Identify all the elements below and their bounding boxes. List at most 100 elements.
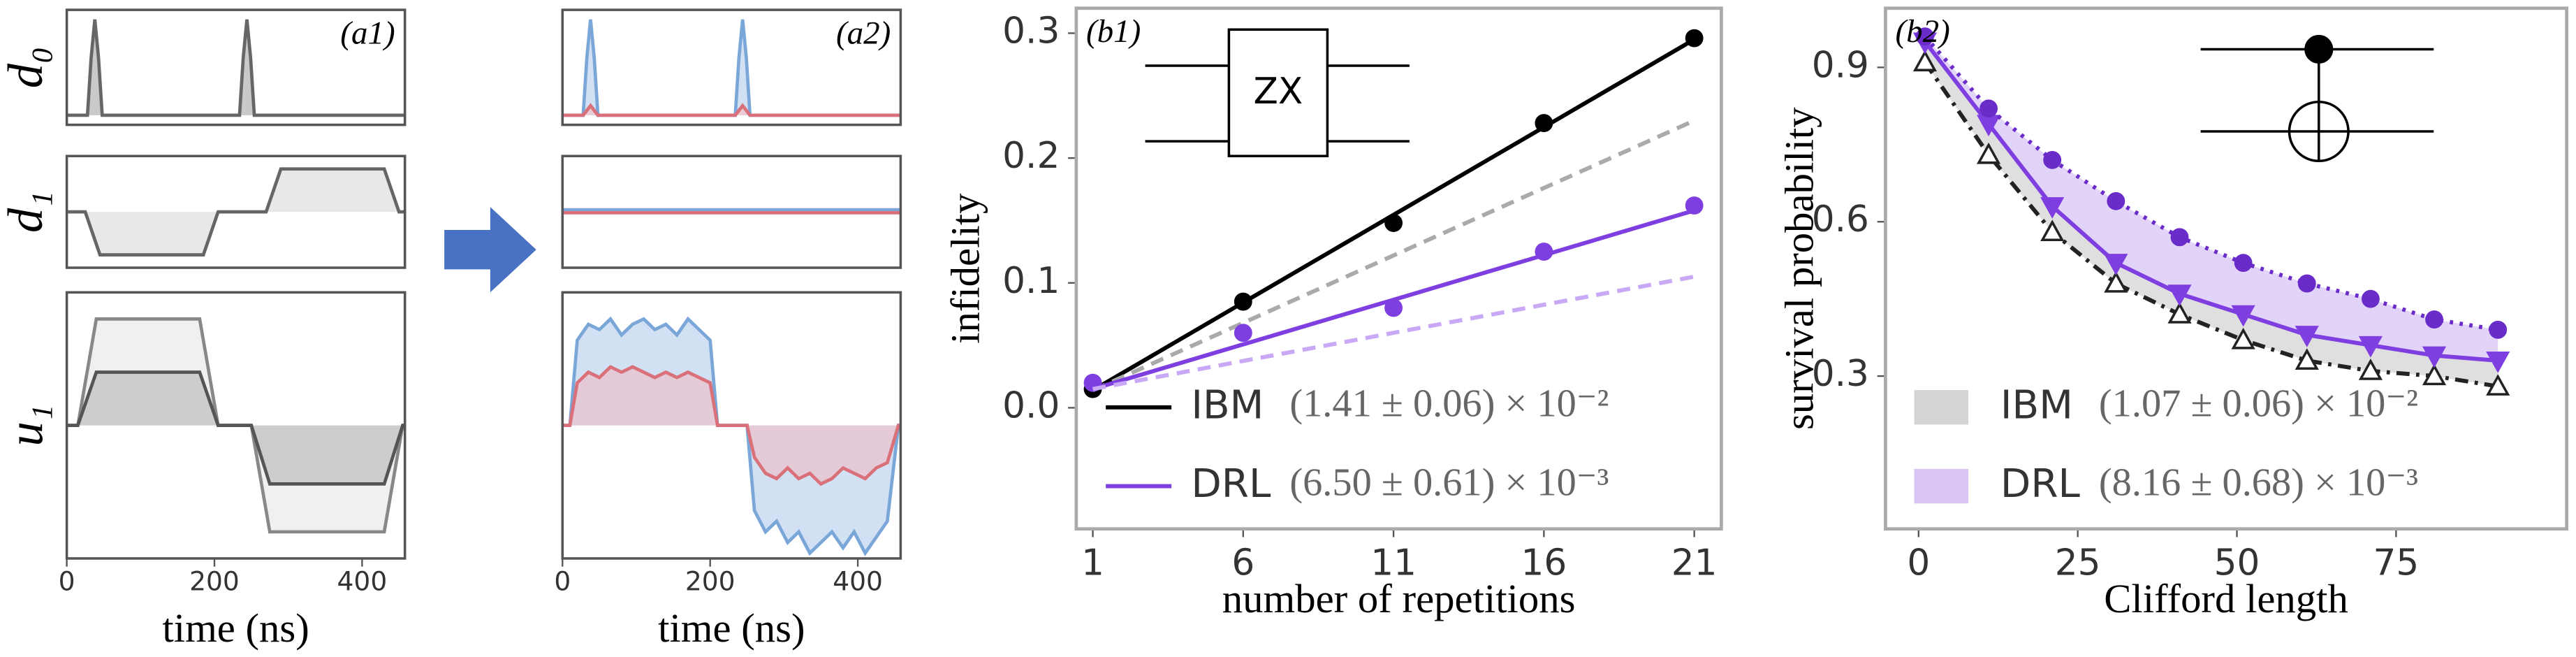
marker xyxy=(2422,363,2447,386)
x-tick-label: 21 xyxy=(1671,542,1718,584)
arrow xyxy=(444,207,536,293)
x-tick-label: 200 xyxy=(685,566,736,597)
y-tick-label: 0.9 xyxy=(1812,44,1869,86)
marker xyxy=(2167,302,2192,324)
panel-label: (a2) xyxy=(836,15,891,51)
plot-frame xyxy=(561,291,902,560)
y-tick-label: 0.3 xyxy=(1812,353,1869,395)
series-line xyxy=(1923,35,2498,332)
panel-label: (a1) xyxy=(340,15,395,51)
y-axis-label: d₀ xyxy=(0,46,53,88)
legend-label: IBM xyxy=(1191,382,1264,428)
zx-inset xyxy=(1145,28,1410,158)
marker xyxy=(2107,192,2125,210)
x-tick-label: 400 xyxy=(833,566,883,597)
x-axis-label: time (ns) xyxy=(658,605,805,651)
area xyxy=(66,372,405,484)
y-axis-label: u₁ xyxy=(0,405,53,447)
marker xyxy=(2170,228,2189,247)
plot-frame xyxy=(1074,6,1723,531)
inset-label: ZX xyxy=(1253,71,1303,113)
marker xyxy=(2231,327,2255,349)
x-tick-label: 50 xyxy=(2214,542,2260,584)
legend-annotation: (8.16 ± 0.68) × 10⁻³ xyxy=(2099,461,2418,505)
marker xyxy=(2297,274,2316,293)
marker xyxy=(2489,320,2508,339)
marker xyxy=(2358,335,2383,358)
band xyxy=(1924,36,2498,361)
x-tick-label: 400 xyxy=(337,566,388,597)
marker xyxy=(2295,326,2319,347)
series-line xyxy=(562,365,901,486)
series-line xyxy=(1092,274,1695,391)
marker xyxy=(2425,310,2443,329)
marker xyxy=(2486,351,2510,373)
x-tick-label: 25 xyxy=(2055,542,2101,584)
plot-frame xyxy=(561,8,902,127)
legend-label: DRL xyxy=(1191,461,1271,507)
series-line xyxy=(562,103,901,117)
marker xyxy=(2231,305,2255,327)
legend-label: DRL xyxy=(2000,461,2081,507)
x-tick-label: 75 xyxy=(2373,542,2419,584)
legend-patch xyxy=(1914,468,1969,504)
area xyxy=(66,168,405,255)
marker xyxy=(1976,142,2001,164)
y-tick-label: 0.1 xyxy=(1002,260,1060,302)
marker xyxy=(1915,27,1934,46)
plot-frame xyxy=(1884,6,2568,531)
marker xyxy=(2043,150,2062,169)
y-axis-label: infidelity xyxy=(943,193,988,344)
plot-frame xyxy=(65,8,407,127)
legend-label: IBM xyxy=(2000,382,2073,428)
legend-annotation: (6.50 ± 0.61) × 10⁻³ xyxy=(1289,461,1609,505)
marker xyxy=(2361,289,2380,308)
marker xyxy=(2104,270,2128,293)
plot-frame xyxy=(65,154,407,269)
marker xyxy=(1234,324,1252,342)
marker xyxy=(2422,346,2447,368)
legend-annotation: (1.07 ± 0.06) × 10⁻² xyxy=(2099,382,2418,426)
marker xyxy=(2234,254,2253,273)
x-axis-label: Clifford length xyxy=(2104,576,2348,621)
marker xyxy=(1912,50,1938,72)
series-line xyxy=(1092,208,1695,391)
marker xyxy=(2358,358,2383,380)
marker xyxy=(1979,99,1998,118)
y-axis-label: survival probability xyxy=(1776,107,1822,430)
x-tick-label: 0 xyxy=(1907,542,1930,584)
marker xyxy=(2167,284,2192,307)
y-tick-label: 0.6 xyxy=(1812,198,1869,240)
x-tick-label: 1 xyxy=(1081,542,1104,584)
plot-frame xyxy=(561,154,902,269)
x-tick-label: 0 xyxy=(59,566,75,597)
x-tick-label: 0 xyxy=(554,566,571,597)
x-axis-label: time (ns) xyxy=(162,605,309,651)
x-tick-label: 6 xyxy=(1231,542,1254,584)
x-tick-label: 11 xyxy=(1370,542,1417,584)
marker xyxy=(2295,348,2319,370)
x-axis-label: number of repetitions xyxy=(1222,576,1576,621)
series-line xyxy=(1092,118,1695,393)
marker xyxy=(2104,254,2128,275)
series-line xyxy=(66,167,405,257)
y-tick-label: 0.2 xyxy=(1002,135,1060,177)
area xyxy=(562,366,901,484)
series-line xyxy=(1923,40,2498,363)
marker xyxy=(2040,197,2065,219)
y-axis-label: d₁ xyxy=(0,191,53,233)
y-tick-label: 0.0 xyxy=(1002,384,1060,426)
x-tick-label: 200 xyxy=(189,566,240,597)
panel-label: (b2) xyxy=(1896,13,1950,50)
marker xyxy=(2040,219,2065,242)
y-tick-label: 0.3 xyxy=(1002,10,1060,52)
cnot-inset xyxy=(2200,34,2434,163)
series-line xyxy=(66,19,405,117)
legend-annotation: (1.41 ± 0.06) × 10⁻² xyxy=(1289,382,1609,426)
series-line xyxy=(1923,61,2498,389)
series-line xyxy=(66,370,405,486)
panel-label: (b1) xyxy=(1086,13,1141,50)
x-tick-label: 16 xyxy=(1521,542,1567,584)
series-line xyxy=(1092,37,1696,392)
